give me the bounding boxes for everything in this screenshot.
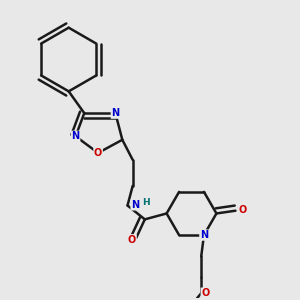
Text: O: O [238,205,247,215]
Text: O: O [94,148,102,158]
Text: N: N [200,230,208,240]
Text: N: N [72,131,80,141]
Text: N: N [131,200,139,210]
Text: O: O [128,235,136,245]
Text: H: H [142,198,150,207]
Text: O: O [201,288,209,298]
Text: N: N [111,108,119,118]
